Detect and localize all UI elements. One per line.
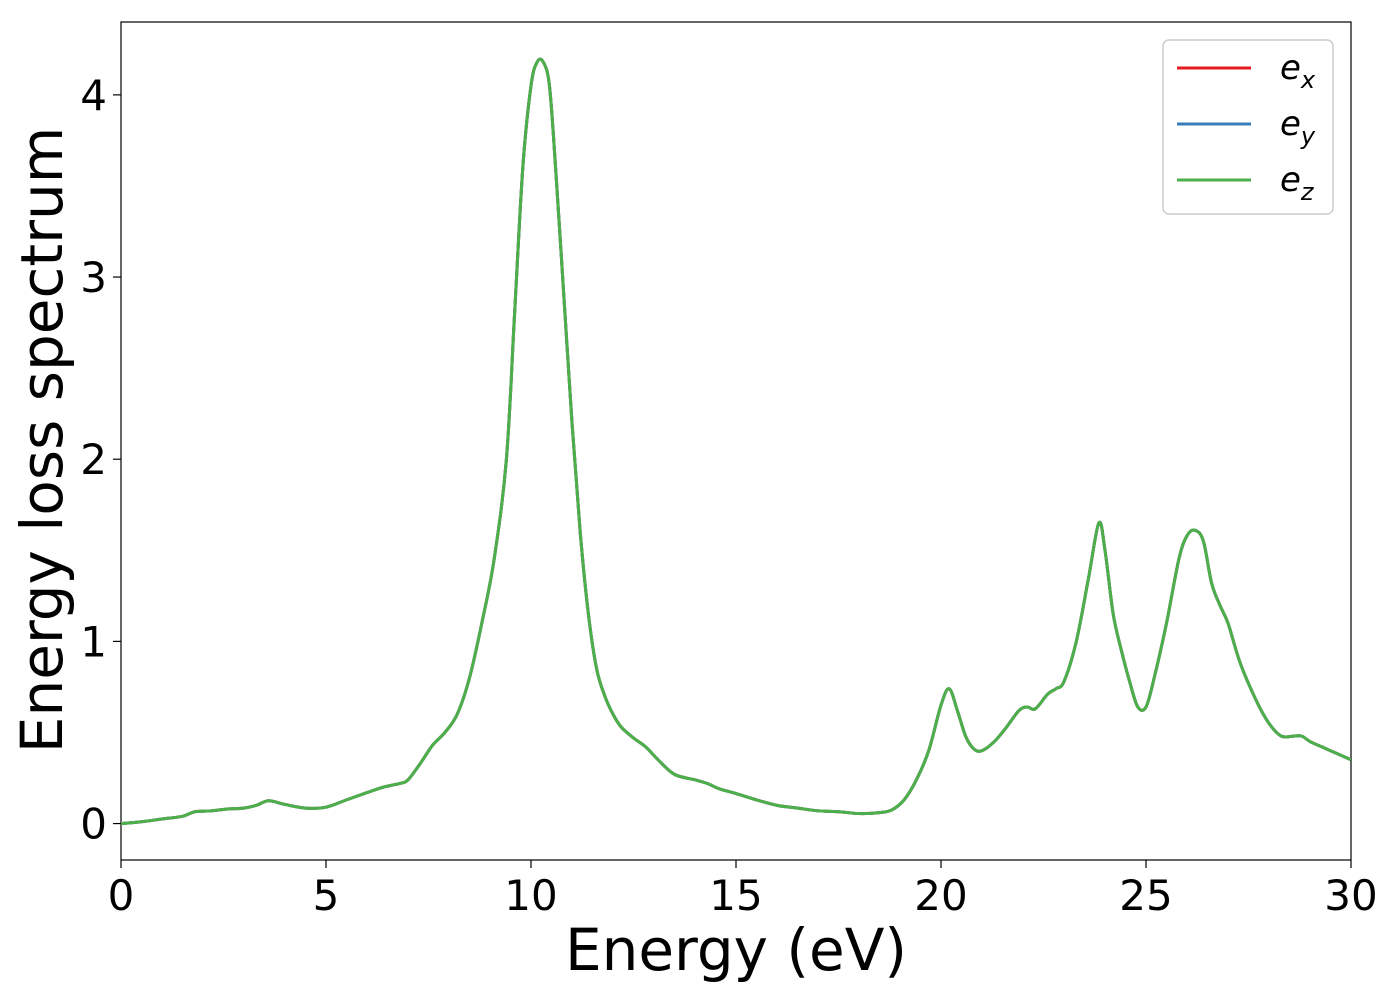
legend-label-ey: ey: [1280, 104, 1316, 150]
y-axis-label: Energy loss spectrum: [8, 127, 76, 753]
legend-label-ez: ez: [1280, 160, 1315, 206]
x-axis-label: Energy (eV): [565, 916, 907, 984]
y-tick-label: 1: [80, 617, 107, 666]
x-tick-label: 0: [108, 871, 135, 920]
legend-label-ex: ex: [1280, 48, 1316, 94]
y-tick-label: 4: [80, 71, 107, 120]
plot-area: [120, 21, 1352, 861]
legend: ex ey ez: [1162, 39, 1334, 215]
x-tick-label: 15: [709, 871, 762, 920]
x-tick-label: 30: [1324, 871, 1377, 920]
x-tick-label: 20: [914, 871, 967, 920]
y-tick-label: 3: [80, 253, 107, 302]
series-line-ez: [121, 57, 1351, 826]
y-axis-ticks: 0 1 2 3 4: [80, 71, 121, 849]
y-tick-label: 0: [80, 800, 107, 849]
x-tick-label: 25: [1119, 871, 1172, 920]
plot-frame: [120, 21, 1352, 861]
x-tick-label: 10: [504, 871, 557, 920]
x-axis-ticks: 0 5 10 15 20 25 30: [108, 860, 1378, 920]
series-lines: [121, 57, 1351, 826]
y-tick-label: 2: [80, 435, 107, 484]
legend-box: [1162, 39, 1334, 215]
x-tick-label: 5: [313, 871, 340, 920]
